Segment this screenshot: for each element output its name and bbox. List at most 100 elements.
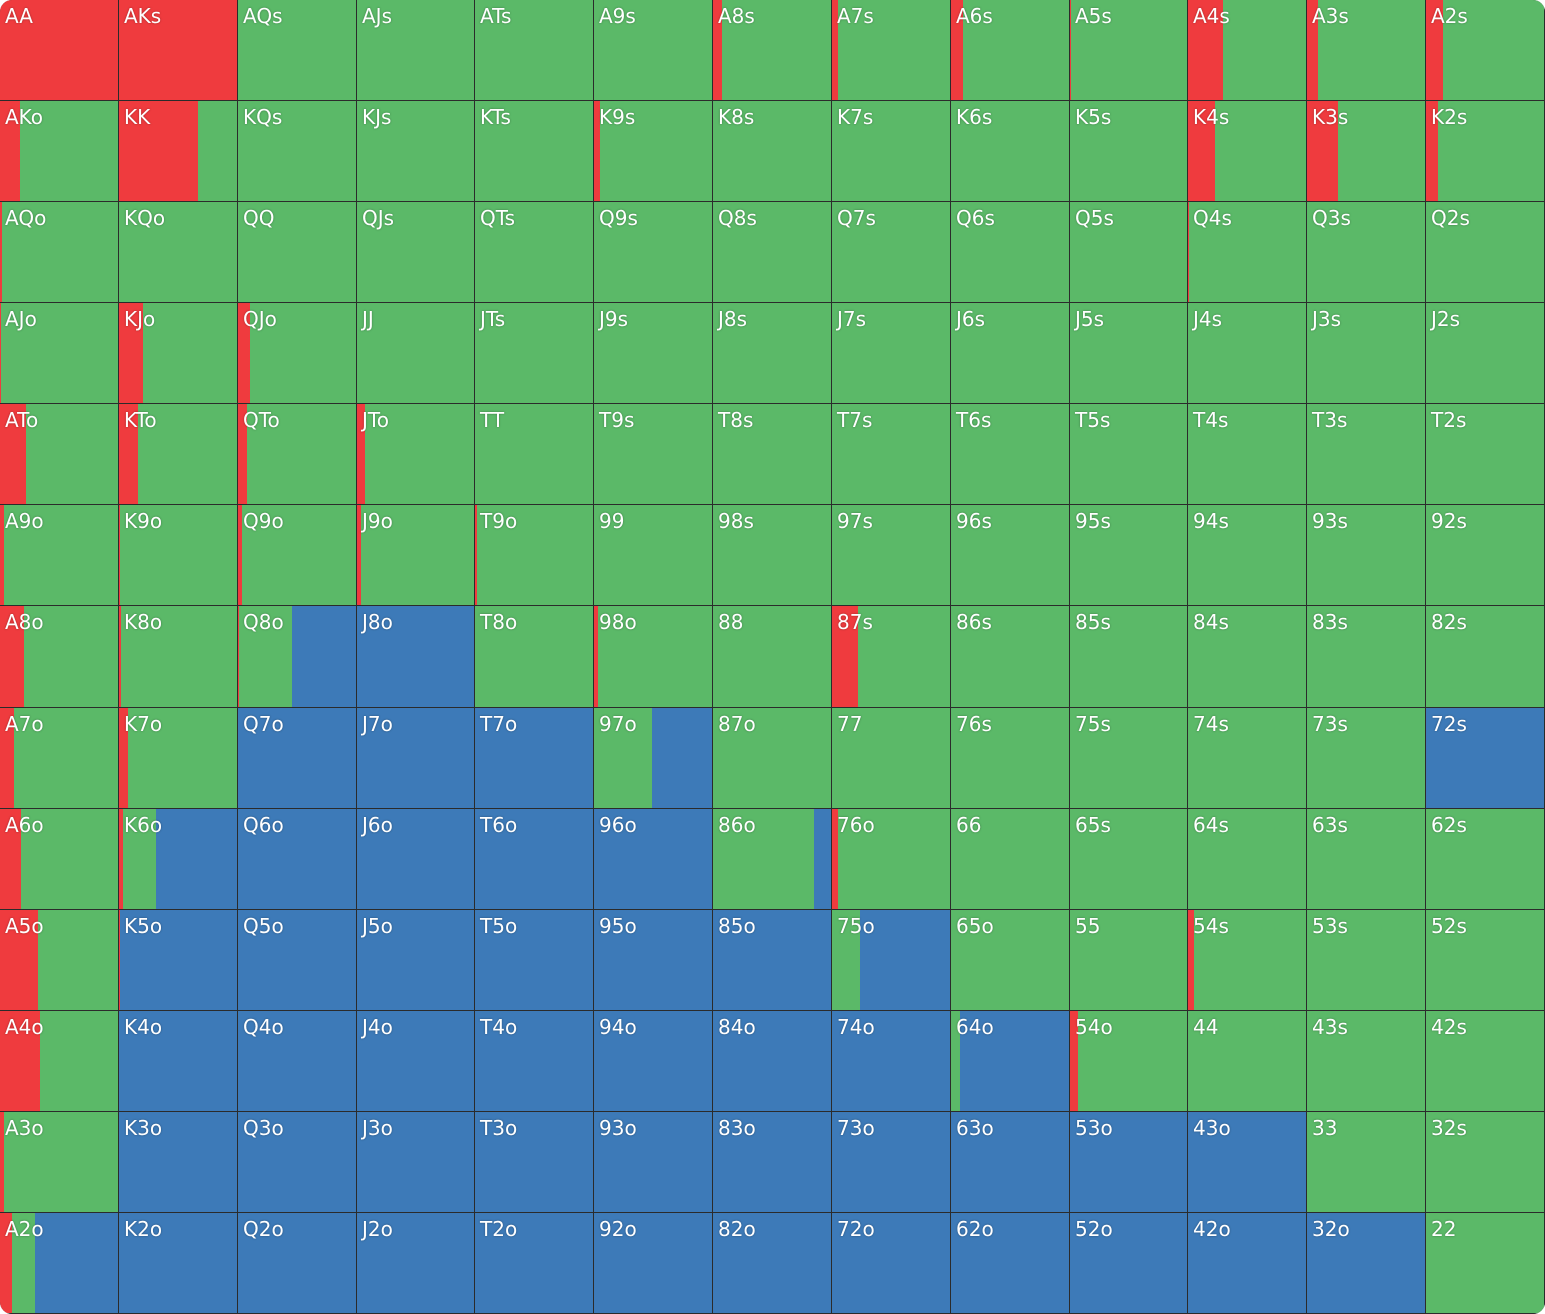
hand-cell[interactable]: T3o: [475, 1112, 594, 1213]
hand-cell[interactable]: T6o: [475, 809, 594, 910]
hand-cell[interactable]: Q4s: [1188, 202, 1307, 303]
hand-cell[interactable]: Q5o: [238, 910, 357, 1011]
hand-cell[interactable]: J2o: [357, 1213, 475, 1314]
hand-cell[interactable]: 98s: [713, 505, 832, 606]
hand-cell[interactable]: K2s: [1426, 101, 1545, 202]
hand-cell[interactable]: K5o: [119, 910, 238, 1011]
hand-cell[interactable]: 85o: [713, 910, 832, 1011]
hand-cell[interactable]: 96s: [951, 505, 1070, 606]
hand-cell[interactable]: 86s: [951, 606, 1070, 708]
hand-cell[interactable]: AA: [0, 0, 119, 101]
hand-cell[interactable]: 22: [1426, 1213, 1545, 1314]
hand-cell[interactable]: 94o: [594, 1011, 713, 1112]
hand-cell[interactable]: T8o: [475, 606, 594, 708]
hand-cell[interactable]: ATs: [475, 0, 594, 101]
hand-cell[interactable]: 42s: [1426, 1011, 1545, 1112]
hand-cell[interactable]: A7s: [832, 0, 951, 101]
hand-cell[interactable]: J6s: [951, 303, 1070, 404]
hand-cell[interactable]: J4s: [1188, 303, 1307, 404]
hand-cell[interactable]: J7s: [832, 303, 951, 404]
hand-cell[interactable]: A5s: [1070, 0, 1188, 101]
hand-cell[interactable]: K6o: [119, 809, 238, 910]
hand-cell[interactable]: J6o: [357, 809, 475, 910]
hand-cell[interactable]: TT: [475, 404, 594, 505]
hand-cell[interactable]: K4s: [1188, 101, 1307, 202]
hand-cell[interactable]: K3o: [119, 1112, 238, 1213]
hand-cell[interactable]: QTs: [475, 202, 594, 303]
hand-cell[interactable]: 76s: [951, 708, 1070, 809]
hand-cell[interactable]: AJs: [357, 0, 475, 101]
hand-cell[interactable]: 43s: [1307, 1011, 1426, 1112]
hand-cell[interactable]: K4o: [119, 1011, 238, 1112]
hand-cell[interactable]: J7o: [357, 708, 475, 809]
hand-cell[interactable]: 96o: [594, 809, 713, 910]
hand-cell[interactable]: Q9s: [594, 202, 713, 303]
hand-cell[interactable]: 53s: [1307, 910, 1426, 1011]
hand-cell[interactable]: 83o: [713, 1112, 832, 1213]
hand-cell[interactable]: 87o: [713, 708, 832, 809]
hand-cell[interactable]: K7o: [119, 708, 238, 809]
hand-cell[interactable]: 42o: [1188, 1213, 1307, 1314]
hand-cell[interactable]: J4o: [357, 1011, 475, 1112]
hand-cell[interactable]: T9o: [475, 505, 594, 606]
hand-cell[interactable]: 83s: [1307, 606, 1426, 708]
hand-cell[interactable]: Q6s: [951, 202, 1070, 303]
hand-cell[interactable]: K3s: [1307, 101, 1426, 202]
hand-cell[interactable]: K9o: [119, 505, 238, 606]
hand-cell[interactable]: J3s: [1307, 303, 1426, 404]
hand-cell[interactable]: A3o: [0, 1112, 119, 1213]
hand-cell[interactable]: 65o: [951, 910, 1070, 1011]
hand-cell[interactable]: K6s: [951, 101, 1070, 202]
hand-cell[interactable]: J5s: [1070, 303, 1188, 404]
hand-cell[interactable]: 66: [951, 809, 1070, 910]
hand-cell[interactable]: JTs: [475, 303, 594, 404]
hand-cell[interactable]: A4s: [1188, 0, 1307, 101]
hand-cell[interactable]: T4s: [1188, 404, 1307, 505]
hand-cell[interactable]: QTo: [238, 404, 357, 505]
hand-cell[interactable]: 54s: [1188, 910, 1307, 1011]
hand-cell[interactable]: K9s: [594, 101, 713, 202]
hand-cell[interactable]: 63o: [951, 1112, 1070, 1213]
hand-cell[interactable]: 88: [713, 606, 832, 708]
hand-cell[interactable]: A3s: [1307, 0, 1426, 101]
hand-cell[interactable]: QJo: [238, 303, 357, 404]
hand-cell[interactable]: T9s: [594, 404, 713, 505]
hand-cell[interactable]: 97o: [594, 708, 713, 809]
hand-cell[interactable]: 72s: [1426, 708, 1545, 809]
hand-cell[interactable]: 92o: [594, 1213, 713, 1314]
hand-cell[interactable]: A8o: [0, 606, 119, 708]
hand-cell[interactable]: 52o: [1070, 1213, 1188, 1314]
hand-cell[interactable]: 32o: [1307, 1213, 1426, 1314]
hand-cell[interactable]: T2o: [475, 1213, 594, 1314]
hand-cell[interactable]: Q6o: [238, 809, 357, 910]
hand-cell[interactable]: Q2o: [238, 1213, 357, 1314]
hand-cell[interactable]: 93o: [594, 1112, 713, 1213]
hand-cell[interactable]: 72o: [832, 1213, 951, 1314]
hand-cell[interactable]: T3s: [1307, 404, 1426, 505]
hand-cell[interactable]: KJo: [119, 303, 238, 404]
hand-cell[interactable]: 92s: [1426, 505, 1545, 606]
hand-cell[interactable]: T7o: [475, 708, 594, 809]
hand-cell[interactable]: KTo: [119, 404, 238, 505]
hand-cell[interactable]: Q4o: [238, 1011, 357, 1112]
hand-cell[interactable]: 99: [594, 505, 713, 606]
hand-cell[interactable]: Q5s: [1070, 202, 1188, 303]
hand-cell[interactable]: 65s: [1070, 809, 1188, 910]
hand-cell[interactable]: J8o: [357, 606, 475, 708]
hand-cell[interactable]: 55: [1070, 910, 1188, 1011]
hand-cell[interactable]: Q8o: [238, 606, 357, 708]
hand-cell[interactable]: 84s: [1188, 606, 1307, 708]
hand-cell[interactable]: 85s: [1070, 606, 1188, 708]
hand-cell[interactable]: J2s: [1426, 303, 1545, 404]
hand-cell[interactable]: 43o: [1188, 1112, 1307, 1213]
hand-cell[interactable]: K2o: [119, 1213, 238, 1314]
hand-cell[interactable]: J9o: [357, 505, 475, 606]
hand-cell[interactable]: KK: [119, 101, 238, 202]
hand-cell[interactable]: 95o: [594, 910, 713, 1011]
hand-cell[interactable]: 64s: [1188, 809, 1307, 910]
hand-cell[interactable]: A2s: [1426, 0, 1545, 101]
hand-cell[interactable]: 63s: [1307, 809, 1426, 910]
hand-cell[interactable]: T5s: [1070, 404, 1188, 505]
hand-cell[interactable]: J3o: [357, 1112, 475, 1213]
hand-cell[interactable]: T8s: [713, 404, 832, 505]
